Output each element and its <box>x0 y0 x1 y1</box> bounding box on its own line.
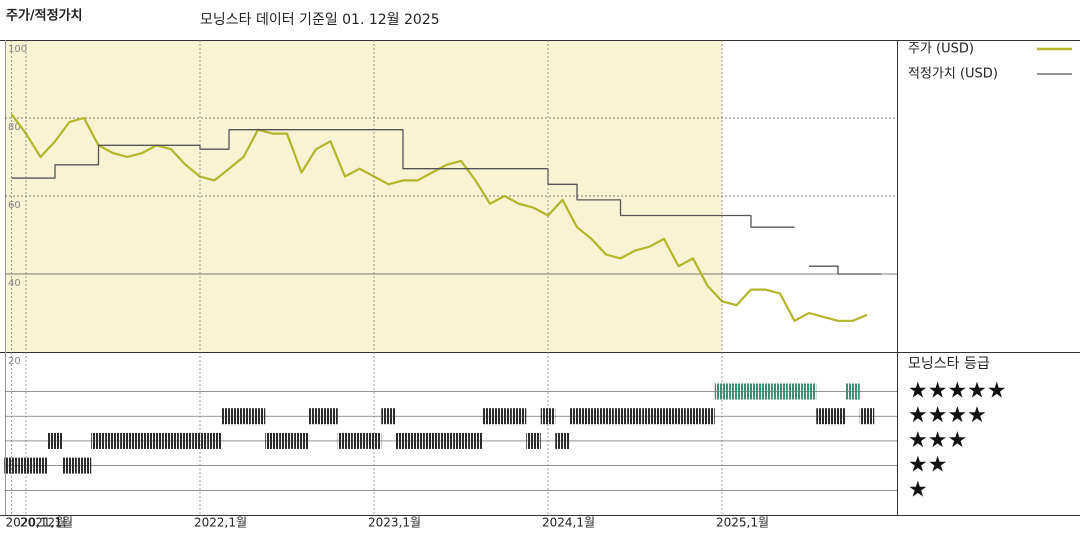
rating-bar <box>178 432 193 449</box>
rating-bar <box>526 432 541 449</box>
rating-bar <box>91 432 106 449</box>
rating-bar <box>105 432 121 449</box>
rating-label: ★★ <box>908 453 947 478</box>
y-tick-label: 20 <box>8 356 21 367</box>
rating-bar <box>613 408 628 425</box>
rating-bar <box>816 408 831 425</box>
y-tick-label: 60 <box>8 200 21 211</box>
chart-subtitle: 모닝스타 데이터 기준일 01. 12월 2025 <box>200 12 440 28</box>
rating-bar <box>395 432 411 449</box>
rating-bar <box>801 383 817 400</box>
rating-bar <box>308 408 324 425</box>
rating-bar <box>265 432 280 449</box>
x-tick-label: 2020,12월 <box>6 516 67 530</box>
rating-bar <box>453 432 469 449</box>
series-line <box>11 129 882 275</box>
rating-bar <box>47 432 63 449</box>
rating-bar <box>772 383 788 400</box>
rating-bar <box>642 408 657 425</box>
x-tick-label: 2021,1월 <box>20 516 73 530</box>
rating-bar <box>221 408 237 425</box>
rating-bar <box>424 432 440 449</box>
rating-bar <box>743 383 759 400</box>
rating-bar <box>192 432 208 449</box>
rating-label: ★★★★★ <box>908 379 1007 404</box>
rating-bar <box>33 457 48 474</box>
rating-legend-title: 모닝스타 등급 <box>908 356 990 372</box>
rating-bar <box>410 432 425 449</box>
rating-bar <box>149 432 164 449</box>
rating-bar <box>279 432 295 449</box>
x-tick-label: 2022,1월 <box>194 516 247 530</box>
legend-label: 주가 (USD) <box>908 42 974 57</box>
y-tick-label: 100 <box>8 44 27 55</box>
rating-bar <box>671 408 686 425</box>
rating-bar <box>758 383 773 400</box>
rating-bar <box>76 457 92 474</box>
rating-bar <box>540 408 556 425</box>
rating-bar <box>163 432 179 449</box>
rating-bar <box>830 408 846 425</box>
rating-label: ★★★ <box>908 428 967 453</box>
rating-bar <box>685 408 701 425</box>
rating-label: ★ <box>908 477 928 502</box>
rating-bar <box>294 432 309 449</box>
legend-label: 적정가치 (USD) <box>908 67 998 82</box>
rating-bar <box>62 457 77 474</box>
x-tick-label: 2025,1월 <box>716 516 769 530</box>
rating-bar <box>381 408 396 425</box>
rating-label: ★★★★ <box>908 403 987 428</box>
rating-bar <box>714 383 730 400</box>
rating-bar <box>4 457 19 474</box>
rating-bar <box>482 408 498 425</box>
rating-bar <box>134 432 150 449</box>
rating-bar <box>845 383 860 400</box>
rating-bar <box>700 408 715 425</box>
rating-bar <box>366 432 382 449</box>
rating-bar <box>236 408 251 425</box>
y-tick-label: 40 <box>8 278 21 289</box>
rating-bar <box>497 408 512 425</box>
rating-bar <box>439 432 454 449</box>
rating-bar <box>656 408 672 425</box>
rating-bar <box>352 432 367 449</box>
rating-bar <box>468 432 483 449</box>
x-tick-label: 2023,1월 <box>368 516 421 530</box>
rating-bar <box>120 432 135 449</box>
rating-bar <box>207 432 222 449</box>
rating-bar <box>323 408 338 425</box>
x-tick-label: 2024,1월 <box>542 516 595 530</box>
rating-bar <box>511 408 527 425</box>
rating-bar <box>598 408 614 425</box>
rating-bar <box>729 383 744 400</box>
rating-bar <box>555 432 570 449</box>
rating-bar <box>584 408 599 425</box>
rating-bar <box>18 457 34 474</box>
y-tick-label: 80 <box>8 122 21 133</box>
rating-bar <box>627 408 643 425</box>
rating-bar <box>569 408 585 425</box>
rating-bar <box>337 432 353 449</box>
rating-bar <box>250 408 266 425</box>
rating-bar <box>787 383 802 400</box>
frame <box>0 40 1080 516</box>
chart-title: 주가/적정가치 <box>6 8 83 24</box>
rating-bar <box>859 408 875 425</box>
